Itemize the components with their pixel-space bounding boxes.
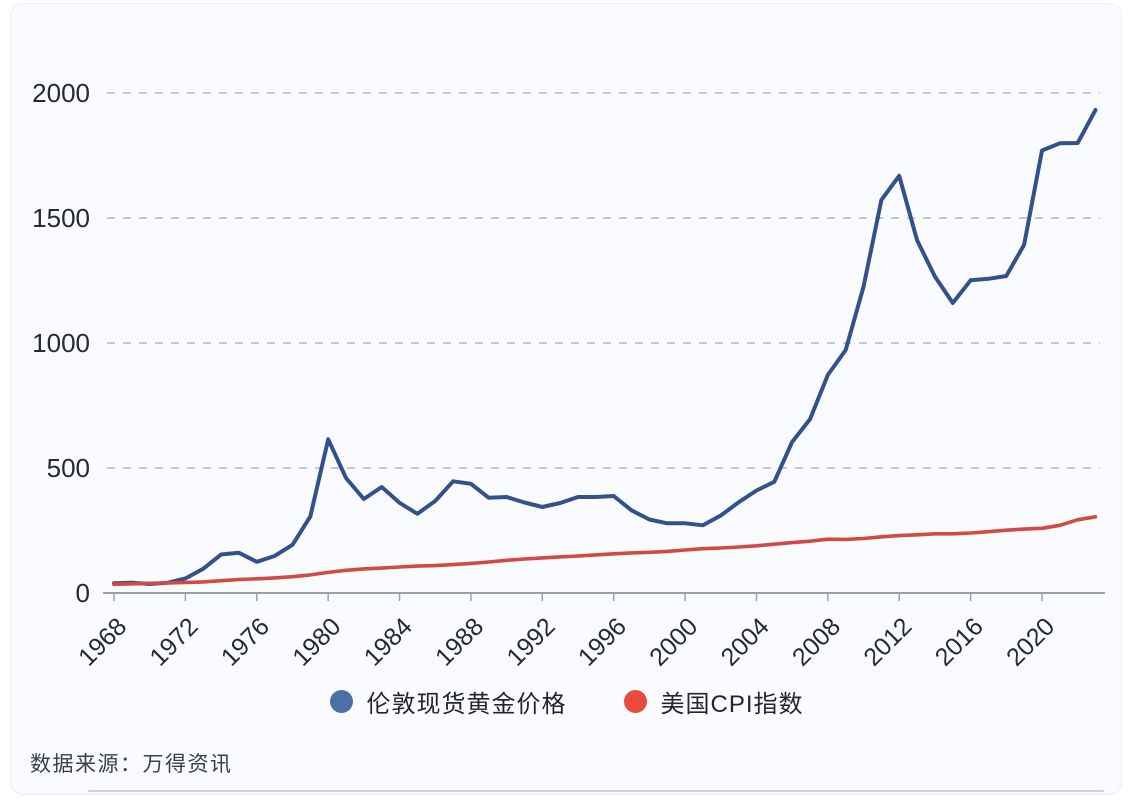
x-tick-label-1992: 1992 (501, 612, 560, 671)
x-tick-label-2012: 2012 (858, 612, 917, 671)
gold-legend-dot-icon (330, 690, 354, 713)
x-tick-label-1976: 1976 (216, 612, 275, 671)
y-tick-label-1500: 1500 (32, 203, 90, 233)
x-tick-label-2016: 2016 (930, 612, 989, 671)
legend-item-cpi: 美国CPI指数 (624, 684, 803, 719)
x-tick-label-1984: 1984 (359, 612, 418, 671)
gold-price-line (112, 108, 1098, 586)
x-tick-label-1996: 1996 (573, 612, 632, 671)
x-tick-label-1968: 1968 (73, 612, 132, 671)
cpi-index-line (112, 514, 1098, 587)
x-tick-label-2004: 2004 (716, 612, 775, 671)
legend-item-gold: 伦敦现货黄金价格 (330, 684, 566, 719)
x-tick-label-2008: 2008 (787, 612, 846, 671)
gold-legend-label: 伦敦现货黄金价格 (366, 691, 567, 718)
x-tick-label-1988: 1988 (430, 612, 489, 671)
x-tick-label-2020: 2020 (1001, 612, 1060, 671)
x-tick-label-1972: 1972 (144, 612, 203, 671)
bottom-divider (88, 790, 1104, 792)
cpi-legend-label: 美国CPI指数 (660, 691, 804, 718)
x-tick-label-1980: 1980 (287, 612, 346, 671)
y-tick-label-1000: 1000 (32, 328, 90, 358)
chart-panel (10, 3, 1122, 795)
chart-legend: 伦敦现货黄金价格 美国CPI指数 (0, 684, 1134, 719)
y-tick-label-0: 0 (76, 578, 90, 608)
x-tick-label-2000: 2000 (644, 612, 703, 671)
y-tick-label-500: 500 (47, 453, 90, 483)
cpi-legend-dot-icon (624, 690, 648, 713)
data-source-text: 数据来源：万得资讯 (30, 753, 233, 776)
y-tick-label-2000: 2000 (32, 78, 90, 108)
